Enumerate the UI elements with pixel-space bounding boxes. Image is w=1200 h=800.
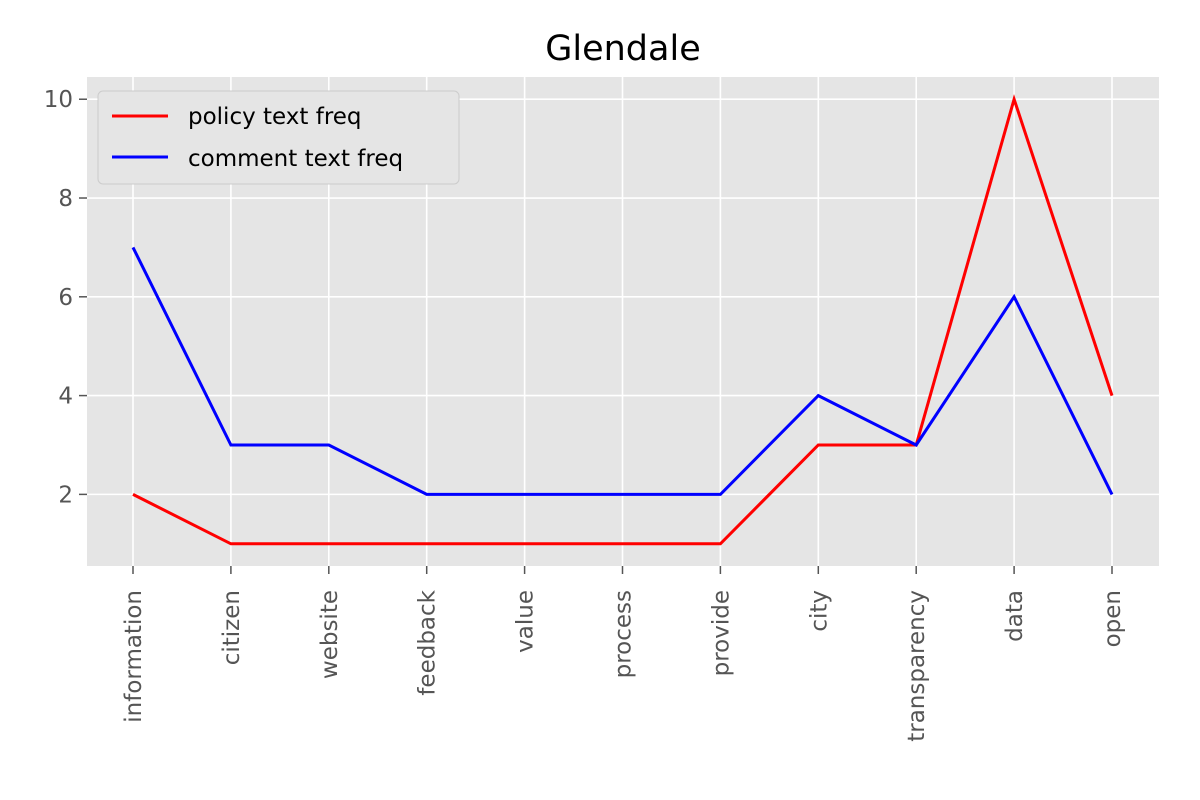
x-tick-label: transparency — [904, 590, 930, 742]
x-tick-label: open — [1100, 590, 1126, 647]
legend-label-comment: comment text freq — [188, 146, 403, 172]
x-axis-ticks: information citizen website feedback value pr… — [121, 566, 1126, 742]
series-line-1 — [131, 246, 1114, 496]
legend-label-policy: policy text freq — [188, 104, 362, 130]
x-tick-label: value — [513, 590, 539, 653]
series-lines — [131, 94, 1114, 546]
y-tick-label: 10 — [44, 87, 73, 113]
x-tick-label: data — [1002, 590, 1028, 642]
x-tick-label: provide — [708, 590, 734, 676]
y-tick-label: 8 — [58, 186, 73, 212]
x-tick-label: feedback — [415, 589, 441, 695]
legend-box — [97, 90, 460, 185]
x-tick-label: citizen — [219, 590, 245, 665]
chart-title: Glendale — [545, 29, 700, 69]
x-tick-label: website — [317, 590, 343, 679]
series-line-0 — [132, 94, 1114, 546]
y-tick-label: 6 — [58, 285, 73, 311]
y-tick-label: 4 — [58, 384, 73, 410]
y-axis-ticks: 2 4 6 8 10 — [44, 87, 87, 508]
y-tick-label: 2 — [58, 482, 73, 508]
x-tick-label: process — [611, 590, 637, 678]
x-tick-label: information — [121, 590, 147, 723]
x-tick-label: city — [806, 590, 832, 632]
legend: policy text freq comment text freq — [97, 90, 460, 185]
